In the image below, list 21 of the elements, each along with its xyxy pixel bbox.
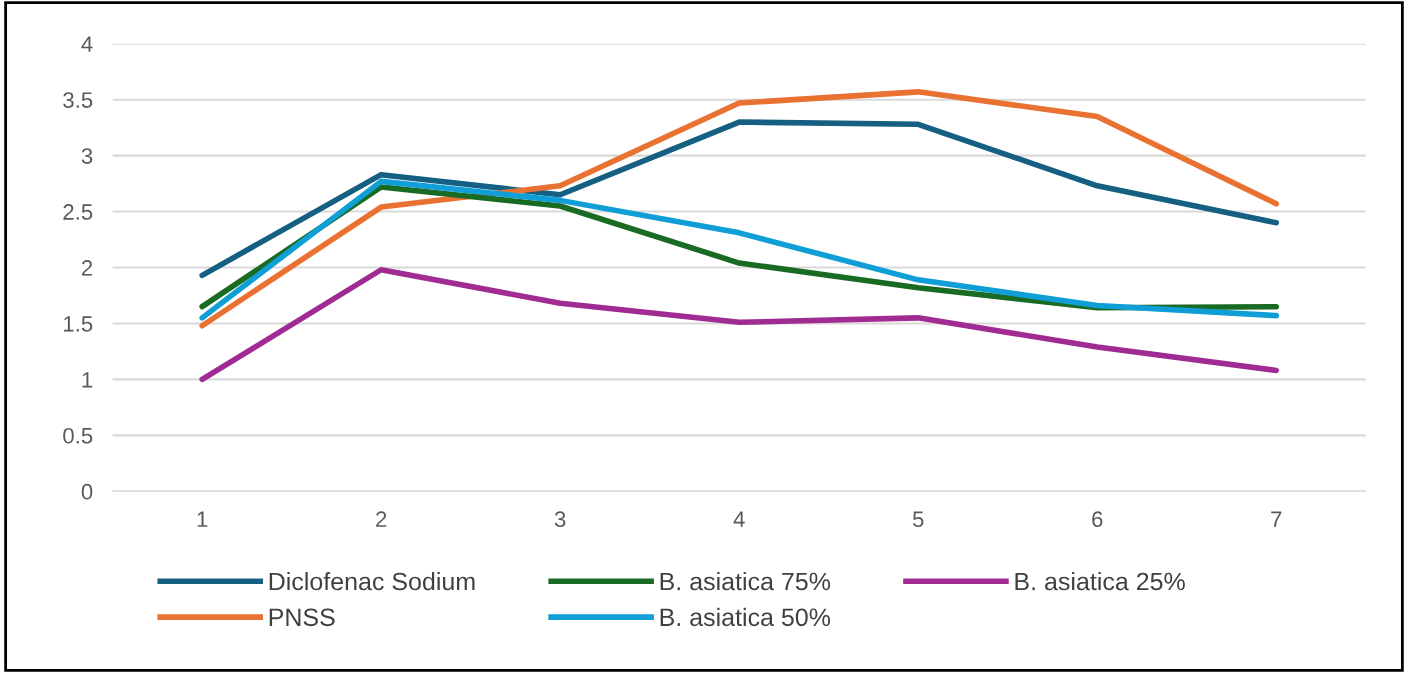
x-tick-label: 7	[1271, 511, 1282, 527]
legend-label: PNSS	[269, 608, 335, 627]
y-tick-label: 1.5	[64, 316, 93, 332]
legend-label: B. asiatica 50%	[660, 607, 831, 627]
y-tick-label: 4	[81, 36, 93, 52]
y-tick-label: 3.5	[63, 92, 93, 108]
x-tick-label: 5	[912, 511, 924, 528]
x-tick-label: 2	[376, 511, 387, 527]
x-tick-label: 6	[1092, 511, 1103, 528]
y-tick-label: 0	[81, 483, 93, 500]
legend-label: B. asiatica 25%	[1015, 571, 1185, 591]
legend-label: Diclofenac Sodium	[269, 571, 475, 591]
legend-label: B. asiatica 75%	[660, 571, 831, 591]
y-tick-label: 1	[82, 372, 93, 388]
x-tick-label: 4	[733, 511, 745, 527]
y-tick-label: 0.5	[63, 427, 93, 444]
y-tick-label: 2	[81, 260, 93, 276]
x-tick-label: 3	[554, 511, 566, 528]
y-tick-label: 3	[81, 148, 93, 164]
y-tick-label: 2.5	[63, 204, 93, 220]
x-tick-label: 1	[197, 511, 208, 527]
